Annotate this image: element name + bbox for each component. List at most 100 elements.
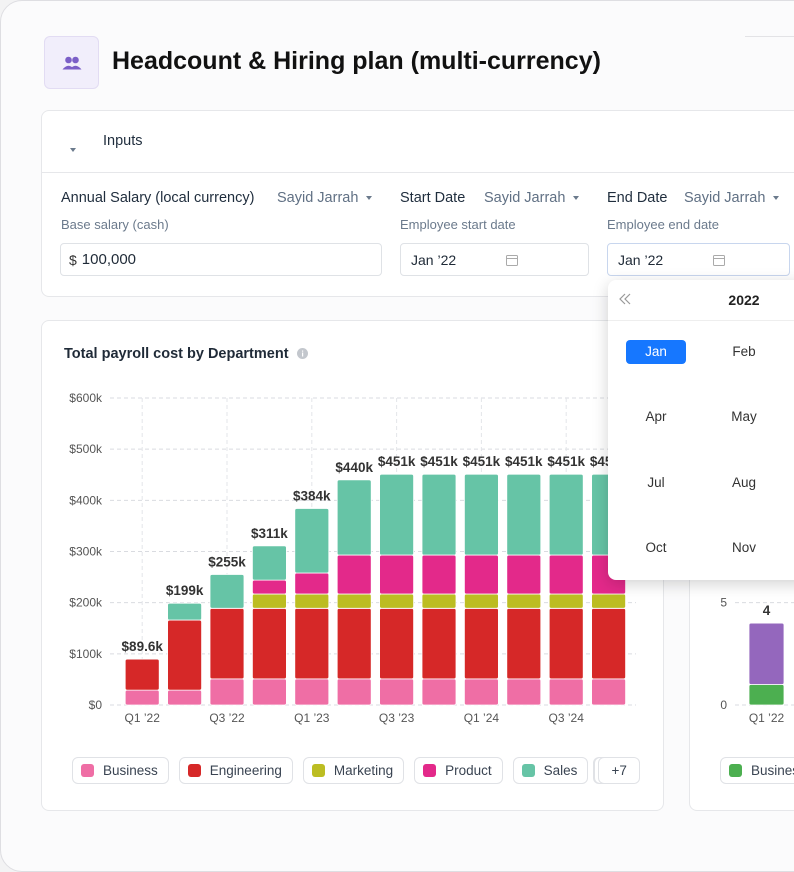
bar-segment [379,593,415,609]
bar-segment [421,473,457,556]
bar-segment [167,602,203,621]
bar-segment [463,554,499,595]
bar-segment [421,678,457,706]
total-label: $89.6k [122,639,164,654]
date-picker: 2022 Jan Feb Apr May Jul Aug Oct Nov [608,280,794,580]
section-label[interactable]: Inputs [103,133,143,149]
x-tick-label: Q3 ’24 [549,711,585,725]
month-option[interactable]: Aug [731,474,757,490]
scenario-dropdown[interactable]: Sayid Jarrah [484,190,580,206]
legend-item[interactable]: Marketing [302,757,405,784]
legend: Business Engineering Marketing Product Sales… [72,757,640,784]
divider [41,172,794,173]
scenario-dropdown[interactable]: Sayid Jarrah [684,190,780,206]
collapse-toggle[interactable] [66,141,76,159]
chart-title-text: Total payroll cost by Department [64,346,289,362]
legend-item[interactable]: Sales [512,757,589,784]
info-icon[interactable] [296,348,308,359]
bar-segment [294,593,330,609]
bar-segment [251,678,287,706]
month-option[interactable]: Oct [645,539,667,555]
x-tick-label: Q3 ’22 [209,711,245,725]
total-label: $451k [463,454,501,469]
bar-segment [336,593,372,609]
month-option[interactable]: Apr [645,409,667,425]
bar-segment [421,607,457,680]
month-option[interactable]: Feb [732,344,756,359]
month-option[interactable]: Jan [626,340,686,364]
bar-segment [294,678,330,706]
bar-segment [421,593,457,609]
salary-input[interactable]: $100,000 [60,243,382,276]
bar-segment [591,607,626,680]
total-label: $384k [293,489,331,504]
input-value: Jan ’22 [618,251,664,268]
bar-segment [748,684,785,706]
y-tick-label: $100k [69,647,103,661]
legend-item[interactable]: Business [720,757,794,784]
bar-segment [251,579,287,595]
y-tick-label: $500k [69,442,103,456]
bar-segment [548,473,584,556]
bar-segment [167,689,203,706]
bar-segment [167,619,203,691]
field-description: Base salary (cash) [61,217,169,232]
picker-year: 2022 [728,292,760,308]
bar-segment [336,678,372,706]
legend-label: Marketing [333,763,394,778]
bar-segment [591,593,626,609]
caret-icon [773,196,780,201]
y-tick-label: 0 [720,698,727,712]
scenario-dropdown[interactable]: Sayid Jarrah [277,190,373,206]
date-input[interactable]: Jan ’22 [400,243,589,276]
legend-label: Engineering [209,763,282,778]
bar-segment [209,574,245,609]
field-label: End Date [607,190,668,206]
legend-swatch [81,764,94,777]
bar-segment [463,473,499,556]
legend-label: Business [103,763,158,778]
prev-year-button[interactable] [618,293,632,305]
total-label: $451k [547,454,585,469]
bar-segment [294,508,330,574]
legend-label: Product [445,763,492,778]
page-title: Headcount & Hiring plan (multi-currency) [112,47,601,75]
date-input[interactable]: Jan ’22 [607,243,790,276]
bar-segment [336,554,372,595]
legend-label: Business [751,763,794,778]
bar-segment [336,479,372,556]
bar-segment [463,607,499,680]
divider [745,36,794,37]
legend-item[interactable]: Product [414,757,503,784]
field-label: Start Date [400,190,466,206]
x-tick-label: Q1 ’23 [294,711,330,725]
currency-symbol: $ [69,251,77,268]
bar-segment [506,607,542,680]
month-option[interactable]: May [731,409,757,425]
legend-item[interactable]: Engineering [178,757,293,784]
total-label: $311k [251,526,288,541]
bar-segment [209,607,245,680]
legend-swatch [311,764,325,777]
y-tick-label: $400k [69,493,103,507]
legend-more[interactable]: +7 [598,757,640,784]
y-tick-label: $0 [89,698,103,712]
total-label: $451k [378,454,416,469]
bar-segment [251,607,287,680]
month-option[interactable]: Jul [647,474,665,490]
bar-segment [506,678,542,706]
bar-segment [548,607,584,680]
bar-segment [379,607,415,680]
bar-segment [506,554,542,595]
legend-item[interactable]: Business [72,757,169,784]
y-tick-label: $300k [69,545,103,559]
header-icon [44,36,99,89]
input-value: 100,000 [81,251,137,268]
x-tick-label: Q1 ’22 [125,711,161,725]
month-option[interactable]: Nov [731,539,756,555]
total-label: $451k [420,454,458,469]
x-tick-label: Q1 ’22 [749,711,785,725]
bar-segment [251,545,287,581]
bar-segment [748,622,785,685]
